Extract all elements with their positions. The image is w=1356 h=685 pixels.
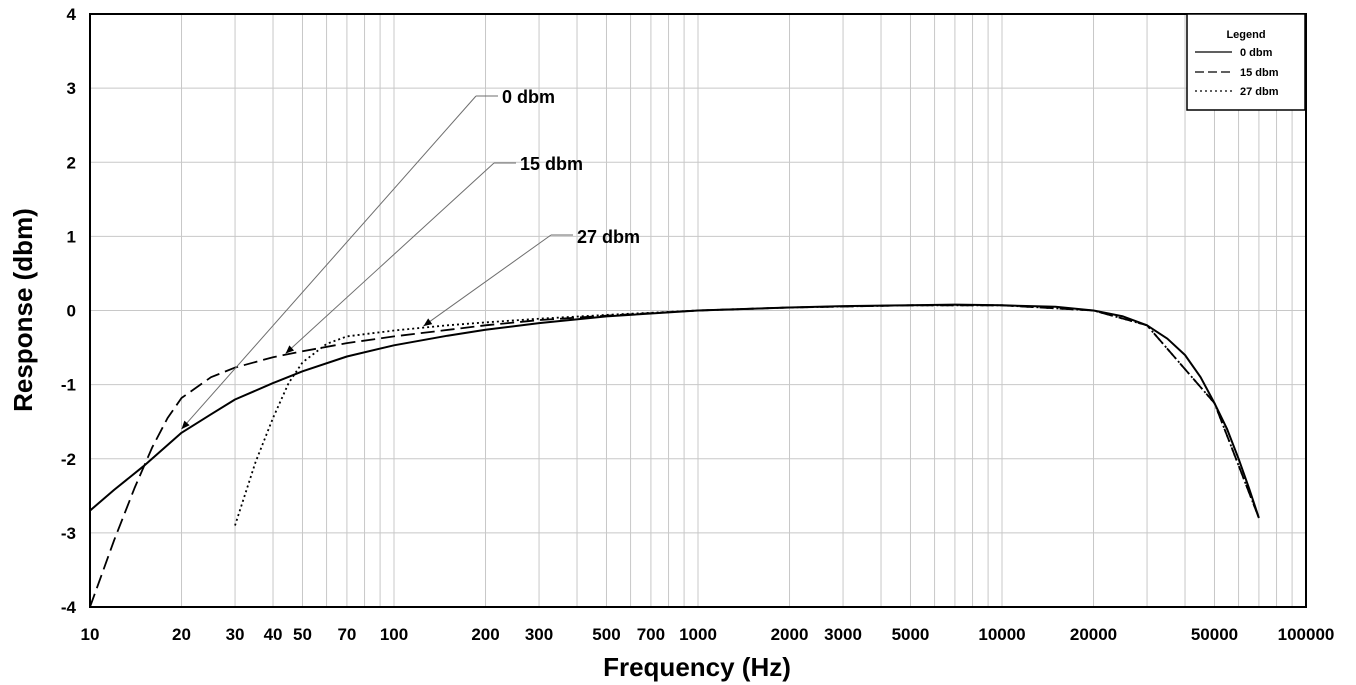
legend-label-15dbm: 15 dbm (1240, 67, 1279, 79)
legend-label-27dbm: 27 dbm (1240, 86, 1279, 98)
y-tick-label: 4 (67, 5, 77, 24)
y-tick-label: -2 (61, 450, 76, 469)
x-tick-label: 700 (637, 625, 665, 644)
y-tick-label: 1 (67, 227, 76, 246)
y-tick-label: 2 (67, 153, 76, 172)
grid (90, 14, 1306, 607)
x-tick-label: 50 (293, 625, 312, 644)
y-tick-label: 0 (67, 302, 76, 321)
x-tick-label: 100 (380, 625, 408, 644)
callout-label: 27 dbm (577, 227, 640, 247)
x-tick-label: 20 (172, 625, 191, 644)
legend: Legend 0 dbm 15 dbm 27 dbm (1186, 13, 1306, 111)
x-tick-label: 200 (471, 625, 499, 644)
x-tick-label: 20000 (1070, 625, 1117, 644)
series-line-0-dbm (89, 303, 1260, 519)
callout-leader (181, 95, 477, 430)
x-axis-title: Frequency (Hz) (603, 652, 791, 682)
x-tick-label: 2000 (771, 625, 809, 644)
series-line-15-dbm (89, 304, 1260, 608)
callouts: 0 dbm 15 dbm 27 dbm (181, 87, 640, 430)
x-tick-label: 70 (337, 625, 356, 644)
x-tick-label: 40 (264, 625, 283, 644)
x-tick-label: 50000 (1191, 625, 1238, 644)
callout-arrowhead (423, 318, 433, 327)
y-tick-labels: -4 -3 -2 -1 0 1 2 3 4 (61, 5, 77, 617)
y-tick-label: -1 (61, 376, 76, 395)
y-tick-label: -3 (61, 524, 76, 543)
x-tick-labels: 10 20 30 40 50 70 100 200 300 500 700 1000 2000 3000 5… (81, 625, 1335, 644)
x-tick-label: 500 (592, 625, 620, 644)
x-tick-label: 10000 (978, 625, 1025, 644)
x-tick-label: 5000 (892, 625, 930, 644)
x-tick-label: 30 (226, 625, 245, 644)
x-tick-label: 100000 (1278, 625, 1335, 644)
x-tick-label: 3000 (824, 625, 862, 644)
callout-leader (285, 162, 495, 354)
x-tick-label: 300 (525, 625, 553, 644)
callout-arrowhead (285, 345, 295, 354)
x-tick-label: 10 (81, 625, 100, 644)
x-tick-label: 1000 (679, 625, 717, 644)
legend-title: Legend (1226, 29, 1265, 41)
callout-label: 0 dbm (502, 87, 555, 107)
y-tick-label: -4 (61, 598, 77, 617)
y-axis-title: Response (dbm) (8, 208, 38, 412)
callout-label: 15 dbm (520, 154, 583, 174)
series-layer (89, 303, 1260, 608)
series-line-27-dbm (234, 304, 1260, 526)
plot-frame (89, 13, 1307, 608)
callout-leader (423, 234, 552, 327)
callout-arrowhead (181, 420, 190, 430)
y-tick-label: 3 (67, 79, 76, 98)
legend-box (1186, 13, 1306, 111)
legend-label-0dbm: 0 dbm (1240, 47, 1273, 59)
